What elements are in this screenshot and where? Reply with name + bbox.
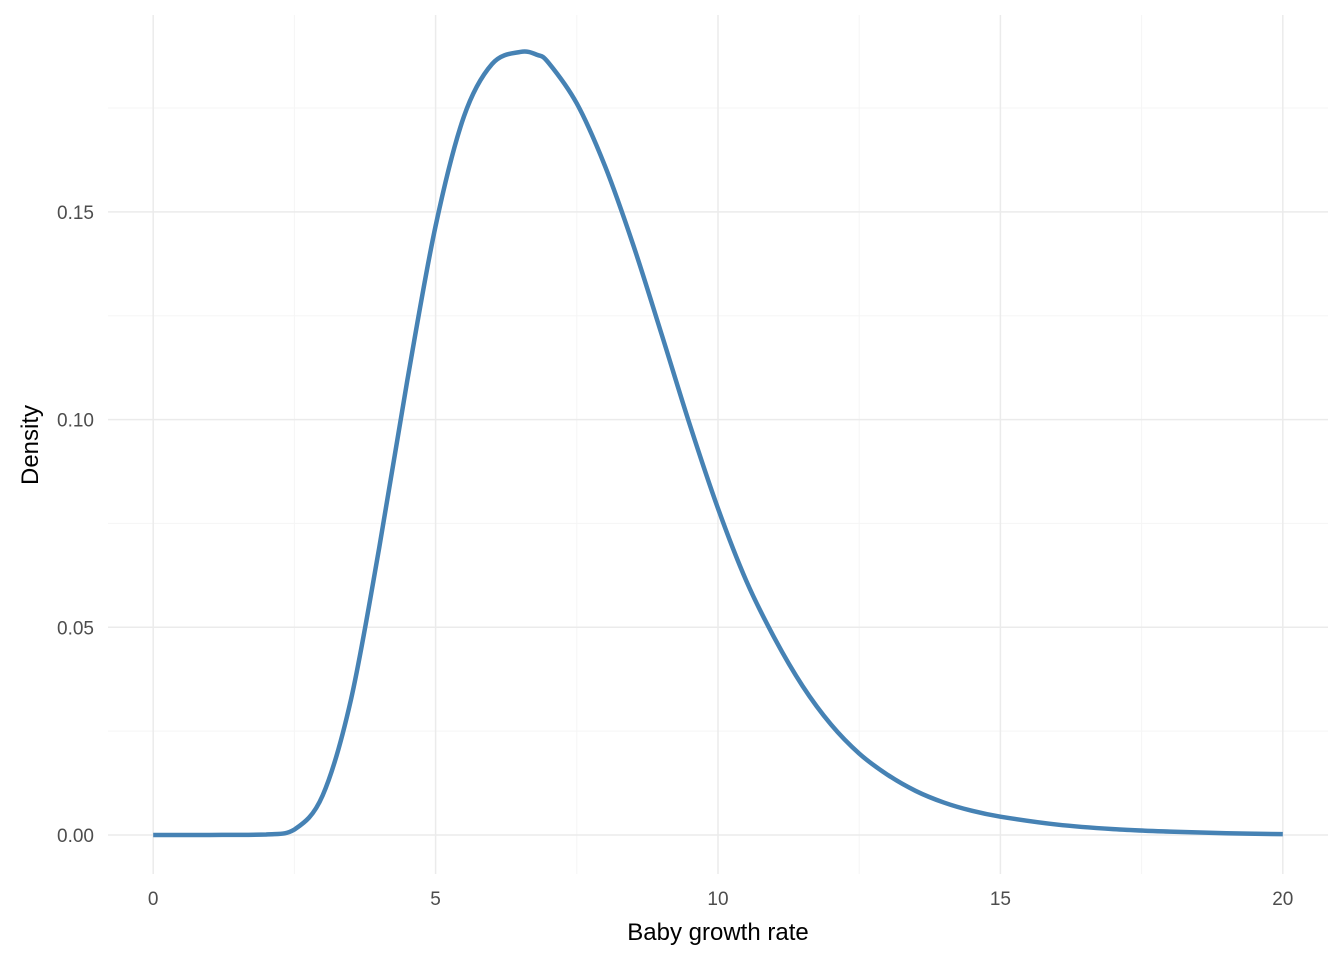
y-axis-title: Density: [17, 405, 44, 485]
x-tick-label: 5: [430, 889, 441, 910]
density-curve: [153, 49, 1283, 838]
y-axis-tick-labels: 0.00 0.05 0.10 0.15: [57, 203, 94, 847]
x-tick-label: 10: [707, 889, 728, 910]
y-tick-label: 0.10: [57, 411, 94, 432]
x-tick-label: 15: [990, 889, 1011, 910]
x-axis-title: Baby growth rate: [627, 919, 808, 946]
y-tick-label: 0.05: [57, 618, 94, 639]
y-tick-label: 0.00: [57, 826, 94, 847]
x-tick-label: 0: [148, 889, 159, 910]
y-tick-label: 0.15: [57, 203, 94, 224]
major-gridlines: [108, 15, 1328, 874]
x-axis-tick-labels: 0 5 10 15 20: [148, 889, 1293, 910]
series-layer: [153, 49, 1283, 838]
x-tick-label: 20: [1272, 889, 1293, 910]
